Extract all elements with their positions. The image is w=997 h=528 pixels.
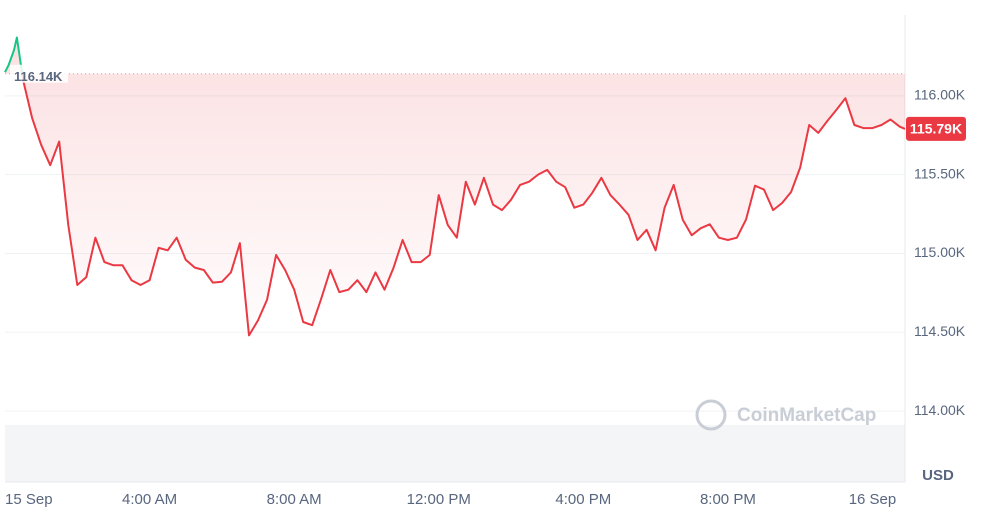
plot: 116.14K 115.79K xyxy=(4,36,966,337)
y-tick-label: 114.50K xyxy=(914,323,966,339)
x-tick-label: 4:00 AM xyxy=(122,491,177,508)
y-tick-label: 115.00K xyxy=(914,244,966,260)
x-tick-label: 16 Sep xyxy=(849,491,897,508)
volume-band xyxy=(5,425,905,482)
reference-label: 116.14K xyxy=(14,69,63,84)
watermark-text: CoinMarketCap xyxy=(737,405,876,426)
area xyxy=(5,37,905,336)
reference-label-bg xyxy=(10,64,68,83)
y-unit: USD xyxy=(922,467,954,484)
y-tick-label: 114.00K xyxy=(914,402,966,418)
x-tick-label: 8:00 PM xyxy=(700,491,756,508)
watermark: CoinMarketCap xyxy=(695,399,876,431)
x-tick-label: 4:00 PM xyxy=(555,491,611,508)
current-price-label: 115.79K xyxy=(910,121,962,137)
price-line xyxy=(4,36,906,337)
current-price-badge xyxy=(906,116,966,141)
x-tick-label: 15 Sep xyxy=(5,491,53,508)
y-tick-label: 115.50K xyxy=(914,165,966,181)
y-tick-label: 116.00K xyxy=(914,87,966,103)
x-tick-label: 12:00 PM xyxy=(407,491,471,508)
x-tick-label: 8:00 AM xyxy=(267,491,322,508)
